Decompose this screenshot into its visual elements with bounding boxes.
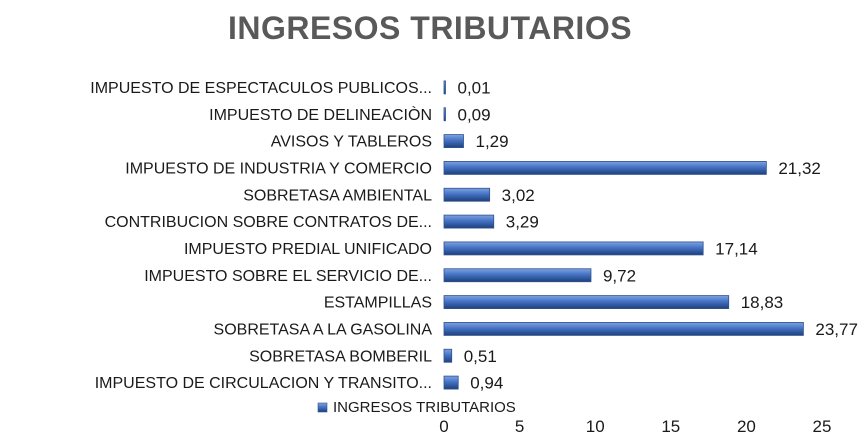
bar	[443, 107, 446, 122]
category-label: SOBRETASA AMBIENTAL	[243, 187, 432, 204]
data-label: 21,32	[778, 159, 821, 178]
bar	[443, 348, 453, 363]
data-label: 3,29	[506, 213, 539, 232]
data-label: 18,83	[741, 293, 784, 312]
x-tick-label: 15	[661, 417, 680, 436]
bar	[443, 322, 804, 336]
bar	[443, 161, 767, 175]
bar	[443, 268, 592, 283]
bar	[443, 187, 491, 202]
x-tick-label: 20	[737, 417, 756, 436]
x-tick-label: 5	[515, 417, 524, 436]
data-label: 0,09	[458, 105, 491, 124]
data-label: 1,29	[476, 132, 509, 151]
category-label: IMPUESTO DE ESPECTACULOS PUBLICOS...	[90, 80, 432, 97]
x-tick-label: 25	[813, 417, 832, 436]
data-label: 0,51	[464, 347, 497, 366]
bar	[443, 134, 464, 148]
data-label: 3,02	[502, 186, 535, 205]
category-label: IMPUESTO DE INDUSTRIA Y COMERCIO	[125, 160, 432, 177]
x-tick-label: 0	[439, 417, 448, 436]
x-tick-label: 10	[586, 417, 605, 436]
bar	[443, 214, 495, 229]
category-label: IMPUESTO DE DELINEACIÒN	[209, 105, 432, 124]
data-label: 23,77	[815, 320, 858, 339]
category-label: SOBRETASA A LA GASOLINA	[214, 321, 433, 338]
category-label: ESTAMPILLAS	[324, 295, 432, 312]
legend-swatch	[317, 402, 328, 413]
category-label: IMPUESTO PREDIAL UNIFICADO	[184, 241, 432, 258]
data-label: 9,72	[603, 266, 636, 285]
legend-label: INGRESOS TRIBUTARIOS	[333, 399, 516, 416]
category-label: IMPUESTO SOBRE EL SERVICIO DE...	[144, 268, 432, 285]
data-label: 0,01	[458, 78, 491, 97]
bar	[443, 241, 704, 256]
category-label: SOBRETASA BOMBERIL	[249, 348, 432, 365]
bar	[443, 295, 730, 309]
data-label: 0,94	[470, 374, 503, 393]
bar	[443, 375, 459, 390]
category-label: AVISOS Y TABLEROS	[271, 134, 432, 151]
chart-title: INGRESOS TRIBUTARIOS	[227, 10, 633, 46]
category-label: IMPUESTO DE CIRCULACION Y TRANSITO...	[95, 375, 432, 392]
bar	[443, 80, 446, 95]
data-label: 17,14	[715, 239, 758, 258]
category-label: CONTRIBUCION SOBRE CONTRATOS DE...	[105, 214, 432, 231]
